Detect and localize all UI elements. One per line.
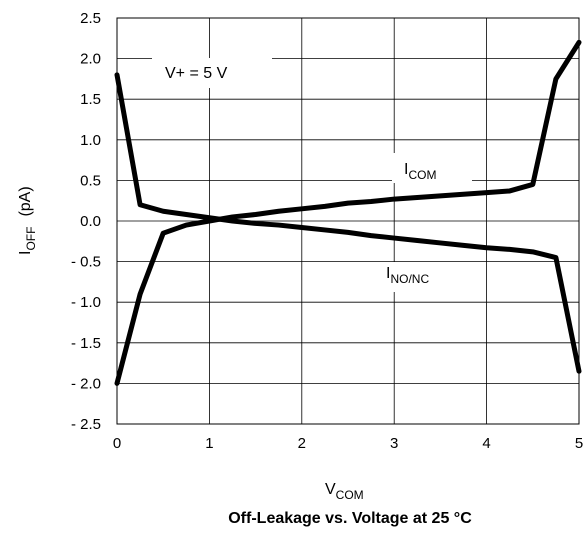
x-tick-labels: 0 1 2 3 4 5 bbox=[113, 435, 583, 452]
y-tick-label: - 1.0 bbox=[71, 294, 101, 311]
x-axis-label-main: V bbox=[325, 481, 336, 498]
x-tick-label: 1 bbox=[205, 435, 213, 452]
chart-title: Off-Leakage vs. Voltage at 25 °C bbox=[228, 510, 472, 527]
x-tick-label: 5 bbox=[575, 435, 583, 452]
y-tick-labels: 2.5 2.0 1.5 1.0 0.5 0.0 - 0.5 - 1.0 - 1.5 - 2.0 - … bbox=[71, 10, 101, 433]
y-axis-label-sub: OFF bbox=[24, 227, 38, 251]
x-axis-label: VCOM bbox=[325, 481, 364, 502]
y-tick-label: 2.5 bbox=[80, 10, 101, 27]
y-axis-label: IOFF(pA) bbox=[17, 186, 38, 255]
y-axis-label-unit: (pA) bbox=[17, 186, 34, 216]
series-label-icom-sub: COM bbox=[408, 168, 436, 182]
x-tick-label: 3 bbox=[390, 435, 398, 452]
x-tick-label: 2 bbox=[298, 435, 306, 452]
y-tick-label: 1.0 bbox=[80, 132, 101, 149]
y-tick-label: - 1.5 bbox=[71, 335, 101, 352]
y-tick-label: - 2.0 bbox=[71, 375, 101, 392]
x-tick-label: 4 bbox=[482, 435, 490, 452]
x-axis-label-sub: COM bbox=[336, 488, 364, 502]
condition-annotation: V+ = 5 V bbox=[165, 65, 228, 82]
series-lines bbox=[117, 42, 579, 383]
series-label-inonc-sub: NO/NC bbox=[390, 272, 429, 286]
y-tick-label: - 0.5 bbox=[71, 254, 101, 271]
y-tick-label: 2.0 bbox=[80, 51, 101, 68]
y-tick-label: 0.5 bbox=[80, 172, 101, 189]
x-tick-label: 0 bbox=[113, 435, 121, 452]
y-tick-label: 0.0 bbox=[80, 213, 101, 230]
y-tick-label: - 2.5 bbox=[71, 416, 101, 433]
y-tick-label: 1.5 bbox=[80, 91, 101, 108]
